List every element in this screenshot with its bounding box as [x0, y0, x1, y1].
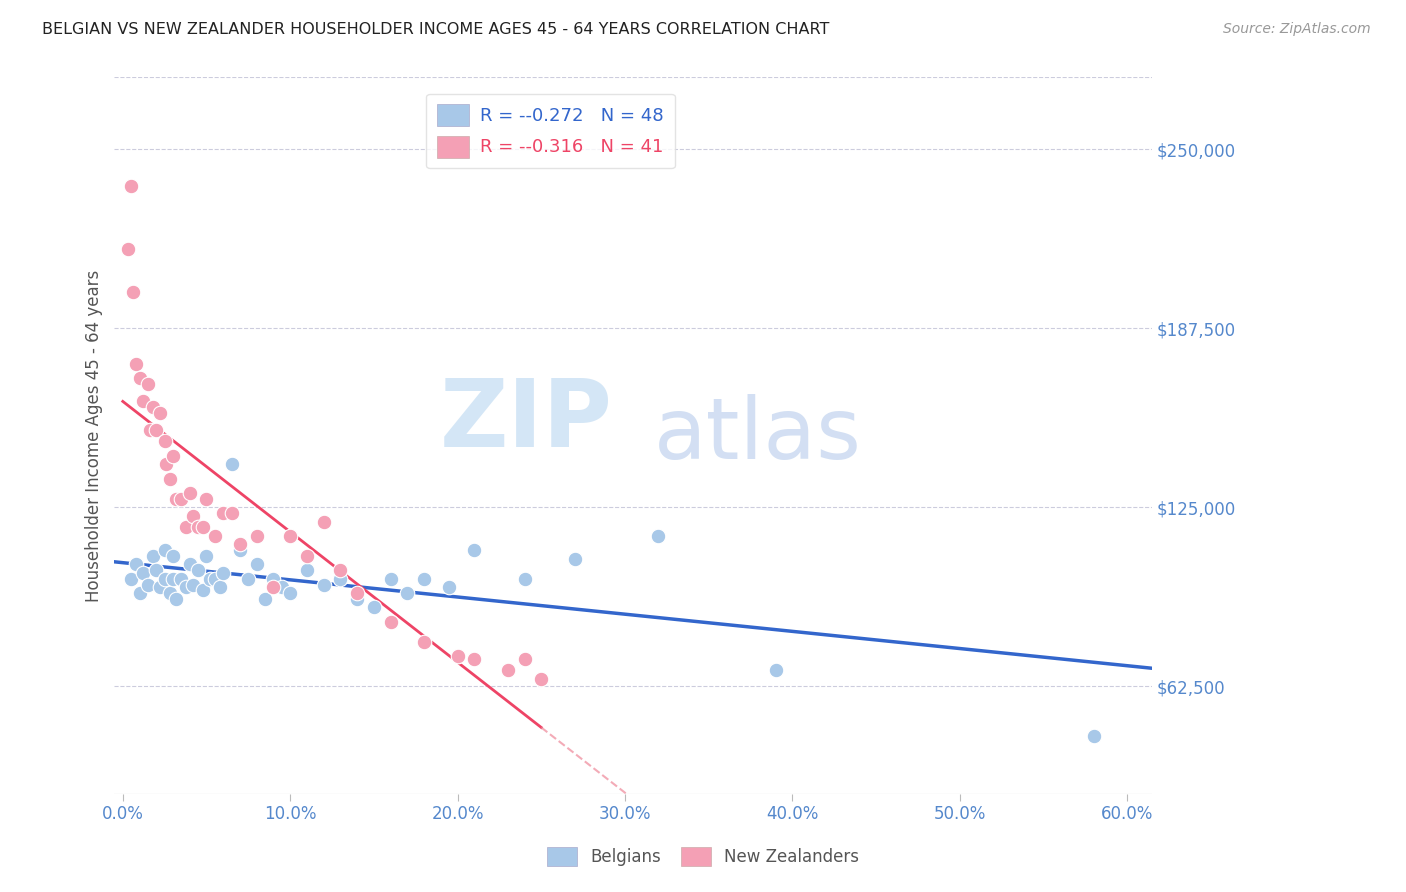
Point [195, 491, 218, 506]
Point [142, 549, 165, 563]
Point [117, 243, 139, 257]
Point [221, 457, 243, 471]
Point [136, 376, 159, 391]
Point [229, 537, 252, 551]
Point [120, 572, 142, 586]
Point [191, 583, 214, 598]
Point [295, 549, 318, 563]
Point [463, 652, 485, 666]
Point [149, 581, 172, 595]
Text: BELGIAN VS NEW ZEALANDER HOUSEHOLDER INCOME AGES 45 - 64 YEARS CORRELATION CHART: BELGIAN VS NEW ZEALANDER HOUSEHOLDER INC… [42, 22, 830, 37]
Point [153, 543, 176, 558]
Point [142, 400, 165, 414]
Point [437, 581, 460, 595]
Point [128, 371, 150, 385]
Point [530, 672, 553, 686]
Point [413, 635, 436, 649]
Point [363, 600, 385, 615]
Text: Source: ZipAtlas.com: Source: ZipAtlas.com [1223, 22, 1371, 37]
Point [496, 664, 519, 678]
Point [181, 577, 204, 591]
Point [138, 423, 160, 437]
Point [513, 652, 536, 666]
Point [165, 491, 187, 506]
Point [413, 572, 436, 586]
Point [246, 529, 269, 543]
Point [278, 586, 301, 600]
Point [346, 586, 368, 600]
Point [162, 549, 184, 563]
Point [145, 423, 167, 437]
Point [295, 563, 318, 577]
Point [246, 558, 269, 572]
Point [159, 471, 181, 485]
Point [125, 357, 148, 371]
Point [125, 558, 148, 572]
Point [132, 394, 155, 409]
Point [181, 508, 204, 523]
Point [262, 572, 284, 586]
Point [238, 572, 260, 586]
Point [195, 549, 218, 563]
Point [170, 572, 193, 586]
Point [145, 563, 167, 577]
Point [380, 572, 402, 586]
Y-axis label: Householder Income Ages 45 - 64 years: Householder Income Ages 45 - 64 years [86, 269, 103, 602]
Point [221, 506, 243, 520]
Legend: Belgians, New Zealanders: Belgians, New Zealanders [540, 840, 866, 873]
Point [155, 457, 177, 471]
Point [204, 529, 226, 543]
Point [212, 566, 235, 580]
Point [165, 591, 187, 606]
Point [312, 577, 335, 591]
Point [153, 572, 176, 586]
Point [312, 515, 335, 529]
Point [179, 486, 201, 500]
Point [170, 491, 193, 506]
Point [179, 558, 201, 572]
Point [187, 520, 209, 534]
Point [446, 649, 468, 664]
Point [647, 529, 669, 543]
Point [564, 551, 586, 566]
Point [208, 581, 231, 595]
Point [120, 179, 142, 194]
Point [162, 449, 184, 463]
Point [132, 566, 155, 580]
Point [159, 586, 181, 600]
Point [204, 572, 226, 586]
Point [329, 572, 352, 586]
Point [270, 581, 292, 595]
Point [153, 434, 176, 449]
Point [463, 543, 485, 558]
Point [212, 506, 235, 520]
Point [149, 406, 172, 420]
Point [396, 586, 419, 600]
Point [136, 577, 159, 591]
Point [329, 563, 352, 577]
Point [262, 581, 284, 595]
Point [128, 586, 150, 600]
Point [346, 591, 368, 606]
Point [765, 664, 787, 678]
Point [176, 581, 198, 595]
Text: atlas: atlas [654, 394, 862, 477]
Point [513, 572, 536, 586]
Point [176, 520, 198, 534]
Point [198, 572, 221, 586]
Text: ZIP: ZIP [440, 376, 613, 467]
Point [229, 543, 252, 558]
Point [254, 591, 277, 606]
Point [162, 572, 184, 586]
Point [191, 520, 214, 534]
Point [121, 285, 143, 300]
Point [380, 615, 402, 629]
Legend: R = --0.272   N = 48, R = --0.316   N = 41: R = --0.272 N = 48, R = --0.316 N = 41 [426, 94, 675, 169]
Point [278, 529, 301, 543]
Point [187, 563, 209, 577]
Point [1083, 730, 1105, 744]
